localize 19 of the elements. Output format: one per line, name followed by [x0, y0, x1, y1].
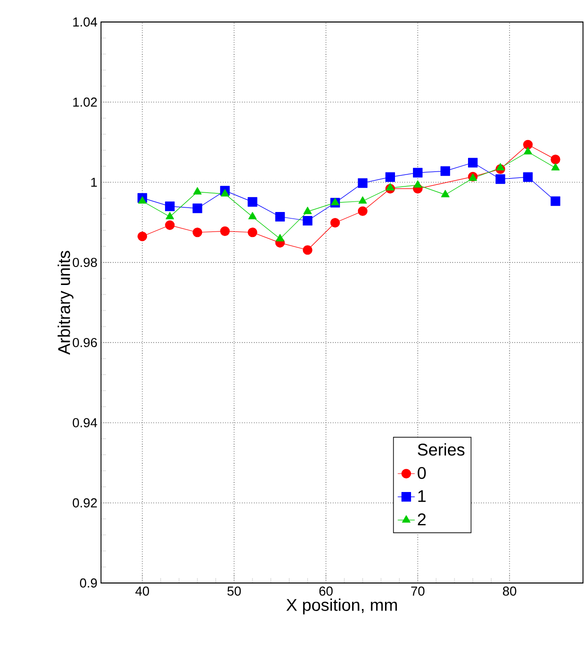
x-tick-label: 50	[227, 586, 241, 596]
x-tick-label: 80	[502, 586, 516, 596]
x-tick-label: 40	[135, 586, 150, 596]
y-tick-label: 0.94	[72, 418, 98, 428]
y-tick-label: 1.04	[73, 17, 98, 27]
y-tick-label: 0.92	[72, 498, 97, 508]
y-tick-label: 1	[91, 178, 97, 187]
y-axis-title: Arbitrary units	[58, 250, 74, 355]
y-tick-label: 0.96	[72, 338, 97, 348]
y-tick-label: 0.9	[80, 578, 97, 588]
x-axis-title: X position, mm	[286, 598, 397, 614]
legend-title: Series	[418, 443, 464, 456]
legend-label: 1	[418, 490, 426, 502]
y-tick-label: 1.02	[73, 98, 97, 107]
y-tick-label: 0.98	[72, 258, 97, 268]
x-tick-label: 70	[411, 586, 424, 596]
legend-label: 0	[418, 466, 426, 479]
legend-label: 2	[418, 513, 426, 526]
x-tick-label: 60	[319, 586, 333, 596]
